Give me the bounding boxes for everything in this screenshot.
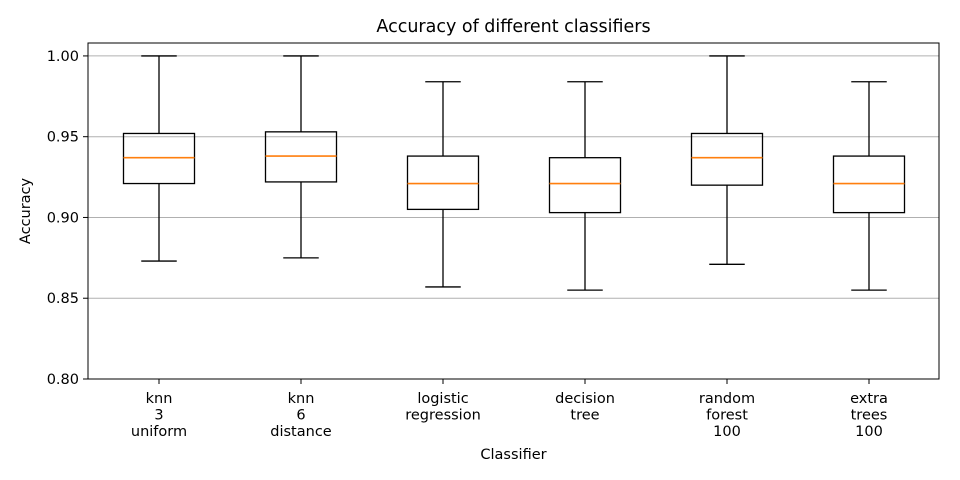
plot-area-frame	[87, 42, 940, 380]
x-tick-label: logistic regression	[405, 391, 481, 424]
grid-lines	[88, 55, 939, 380]
chart-title: Accuracy of different classifiers	[376, 17, 650, 37]
y-tick-label: 1.00	[47, 49, 79, 65]
y-tick-label: 0.80	[47, 372, 79, 388]
y-tick-label: 0.90	[47, 210, 79, 226]
iqr-box	[406, 155, 480, 211]
y-tick-label: 0.85	[47, 291, 79, 307]
x-tick-label: knn 6 distance	[270, 391, 332, 440]
box-1	[122, 55, 196, 262]
box-series	[122, 55, 906, 291]
box-4	[548, 81, 622, 291]
box-2	[264, 55, 338, 259]
box-5	[690, 55, 764, 265]
x-tick-label: extra trees 100	[850, 391, 888, 440]
iqr-box	[122, 132, 196, 185]
x-tick-label: random forest 100	[699, 391, 755, 440]
y-tick-label: 0.95	[47, 130, 79, 146]
x-tick-label: decision tree	[555, 391, 615, 424]
y-axis-label: Accuracy	[18, 177, 34, 244]
iqr-box	[832, 155, 906, 214]
iqr-box	[548, 157, 622, 214]
box-3	[406, 81, 480, 288]
box-6	[832, 81, 906, 291]
iqr-box	[690, 132, 764, 186]
y-axis: 0.80 0.85 0.90 0.95 1.00	[47, 49, 88, 388]
x-axis-label: Classifier	[480, 447, 546, 463]
x-axis: knn 3 uniform knn 6 distance logistic regressio…	[131, 379, 888, 440]
x-tick-label: knn 3 uniform	[131, 391, 187, 440]
iqr-box	[264, 131, 338, 183]
